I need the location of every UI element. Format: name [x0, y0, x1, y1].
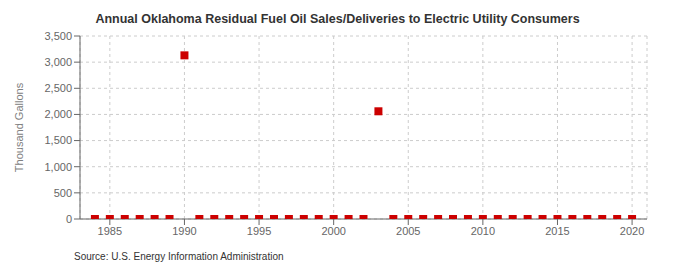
svg-text:500: 500 — [54, 187, 72, 199]
svg-text:3,500: 3,500 — [44, 30, 72, 42]
svg-text:2,000: 2,000 — [44, 108, 72, 120]
svg-text:2010: 2010 — [471, 225, 495, 237]
svg-text:Thousand Gallons: Thousand Gallons — [13, 82, 25, 172]
svg-text:2,500: 2,500 — [44, 82, 72, 94]
svg-text:2005: 2005 — [396, 225, 420, 237]
svg-text:3,000: 3,000 — [44, 56, 72, 68]
svg-text:2015: 2015 — [545, 225, 569, 237]
svg-text:2000: 2000 — [321, 225, 345, 237]
html-text:Annual Oklahoma Residual Fuel: Annual Oklahoma Residual Fuel Oil Sales/… — [95, 12, 580, 26]
svg-text:1,500: 1,500 — [44, 134, 72, 146]
svg-text:1,000: 1,000 — [44, 161, 72, 173]
html-text:Source: U.S. Energy Informatio: Source: U.S. Energy Information Administ… — [74, 251, 284, 262]
svg-text:0: 0 — [66, 213, 72, 225]
svg-text:1990: 1990 — [172, 225, 196, 237]
svg-text:2020: 2020 — [620, 225, 644, 237]
svg-text:1985: 1985 — [98, 225, 122, 237]
svg-text:1995: 1995 — [247, 225, 271, 237]
